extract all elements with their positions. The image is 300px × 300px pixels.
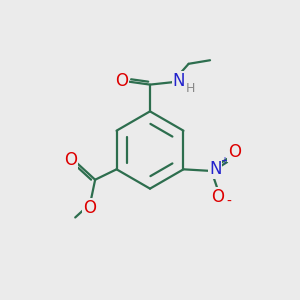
Text: O: O [64,151,77,169]
Text: H: H [186,82,195,95]
Text: O: O [228,143,241,161]
Text: N: N [209,160,221,178]
Text: O: O [211,188,224,206]
Text: +: + [220,156,228,166]
Text: O: O [116,72,129,90]
Text: N: N [172,72,185,90]
Text: -: - [226,195,231,209]
Text: O: O [83,199,96,217]
